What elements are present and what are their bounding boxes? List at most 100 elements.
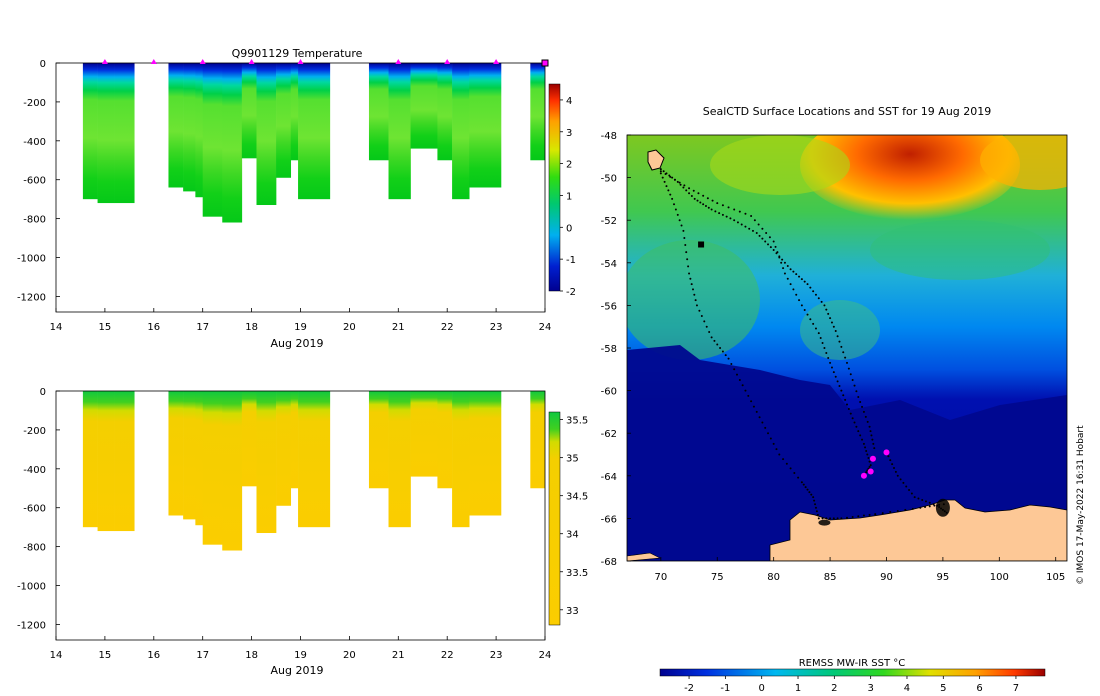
- profile-column: [410, 63, 438, 149]
- track-dot: [764, 426, 767, 429]
- track-dot: [861, 438, 864, 441]
- track-dot: [721, 213, 724, 216]
- track-dot: [804, 486, 807, 489]
- track-dot: [800, 278, 803, 281]
- profile-column: [183, 391, 196, 520]
- track-dot: [768, 236, 771, 239]
- track-dot: [780, 261, 783, 264]
- track-dot: [911, 507, 914, 510]
- y-tick-label: -1200: [17, 292, 46, 303]
- track-dot: [671, 176, 674, 179]
- track-dot: [834, 375, 837, 378]
- track-dot: [840, 517, 843, 520]
- track-dot: [752, 405, 755, 408]
- profile-column: [97, 391, 115, 532]
- track-dot: [758, 234, 761, 237]
- track-dot: [685, 189, 688, 192]
- profile-marker: [444, 59, 451, 64]
- salinity-colorbar: [548, 411, 561, 626]
- colorbar-tick-label: 3: [867, 683, 873, 694]
- track-dot: [673, 203, 676, 206]
- track-dot: [829, 517, 832, 520]
- track-dot: [716, 202, 719, 205]
- track-dot: [711, 199, 714, 202]
- track-dot: [778, 453, 781, 456]
- track-dot: [851, 417, 854, 420]
- profile-column: [256, 391, 277, 534]
- track-dot: [928, 505, 931, 508]
- track-dot: [789, 268, 792, 271]
- track-dot: [682, 186, 685, 189]
- track-dot: [868, 513, 871, 516]
- track-dot: [857, 395, 860, 398]
- x-tick-label: 18: [245, 322, 258, 333]
- x-tick-label: 21: [392, 322, 405, 333]
- track-dot: [667, 189, 670, 192]
- x-tick-label: 70: [654, 572, 667, 583]
- track-dot: [775, 448, 778, 451]
- sst-colorbar-label: REMSS MW-IR SST °C: [799, 658, 906, 669]
- track-dot: [785, 462, 788, 465]
- track-dot: [744, 225, 747, 228]
- track-dot: [849, 412, 852, 415]
- track-dot: [829, 361, 832, 364]
- profile-column: [276, 391, 292, 506]
- track-dot: [800, 481, 803, 484]
- track-dot: [853, 421, 856, 424]
- track-dot: [873, 447, 876, 450]
- y-tick-label: -400: [23, 465, 46, 476]
- track-dot: [781, 258, 784, 261]
- track-dot: [782, 458, 785, 461]
- track-dot: [697, 192, 700, 195]
- track-cluster: [818, 519, 831, 526]
- colorbar-tick-label: 4: [566, 96, 572, 107]
- profile-column: [202, 391, 223, 545]
- track-cluster: [935, 498, 950, 517]
- x-tick-label: 20: [343, 322, 356, 333]
- track-dot: [847, 367, 850, 370]
- track-dot: [899, 478, 902, 481]
- track-dot: [896, 509, 899, 512]
- track-dot: [855, 390, 858, 393]
- track-dot: [868, 425, 871, 428]
- track-dot: [695, 304, 698, 307]
- y-tick-label: -600: [23, 176, 46, 187]
- y-tick-label: -600: [23, 504, 46, 515]
- track-dot: [797, 476, 800, 479]
- island: [698, 241, 705, 248]
- track-dot: [753, 219, 756, 222]
- y-tick-label: 0: [40, 59, 46, 70]
- track-dot: [682, 229, 685, 232]
- track-dot: [817, 517, 820, 520]
- track-dot: [823, 347, 826, 349]
- track-dot: [699, 201, 702, 204]
- track-dot: [840, 345, 843, 348]
- salinity-profiles: [82, 391, 545, 551]
- track-dot: [812, 496, 815, 499]
- profile-column: [241, 63, 257, 159]
- track-dot: [881, 512, 884, 515]
- track-dot: [721, 350, 724, 353]
- y-tick-label: -800: [23, 215, 46, 226]
- track-dot: [719, 347, 722, 349]
- track-dot: [820, 300, 823, 303]
- y-tick-label: -200: [23, 98, 46, 109]
- track-dot: [786, 264, 789, 267]
- track-dot: [665, 185, 668, 188]
- track-dot: [750, 214, 753, 217]
- track-dot: [832, 371, 835, 374]
- track-dot: [716, 343, 719, 346]
- track-dot: [683, 236, 686, 239]
- profile-column: [388, 63, 411, 200]
- colorbar-tick-label: 7: [1013, 683, 1019, 694]
- track-dot: [870, 434, 873, 437]
- profile-column: [114, 391, 135, 532]
- surface-location-point: [867, 468, 874, 475]
- track-dot: [783, 272, 786, 275]
- track-dot: [825, 351, 828, 354]
- track-dot: [693, 293, 696, 296]
- track-dot: [855, 425, 858, 428]
- track-dot: [729, 217, 732, 220]
- temperature-x-label: Aug 2019: [271, 337, 324, 350]
- colorbar-tick-label: 34.5: [566, 492, 588, 503]
